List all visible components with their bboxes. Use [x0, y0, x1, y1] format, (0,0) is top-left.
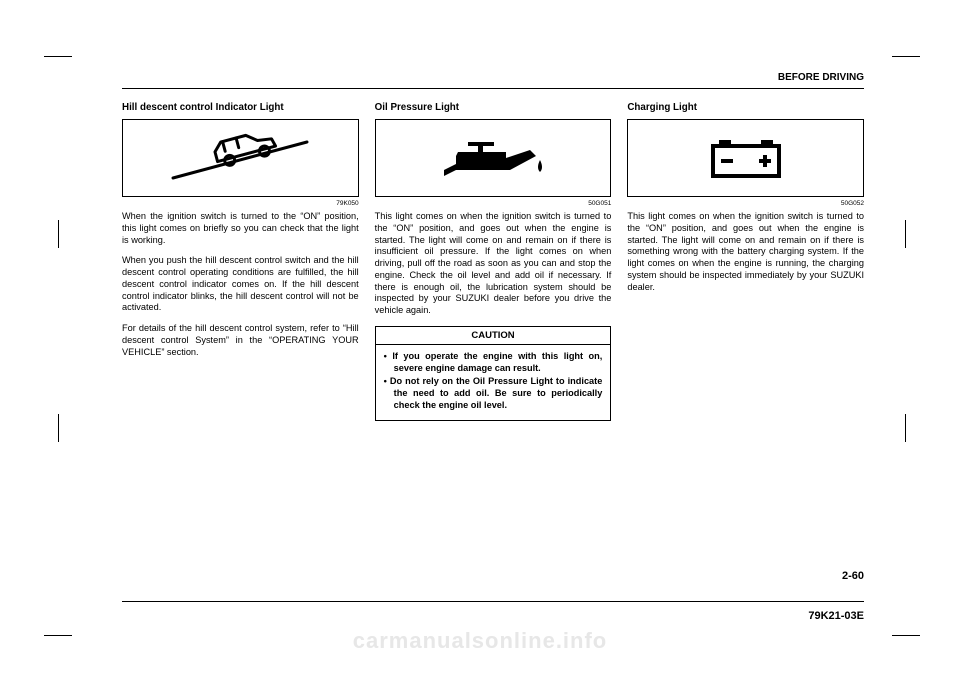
col1-p3: For details of the hill descent control …	[122, 323, 359, 358]
col2-figref: 50G051	[375, 200, 612, 207]
hill-descent-icon	[165, 128, 315, 188]
oil-can-icon	[418, 128, 568, 188]
col3-p1: This light comes on when the ignition sw…	[627, 211, 864, 293]
charging-icon-box	[627, 119, 864, 197]
content-columns: Hill descent control Indicator Light 79K…	[122, 102, 864, 421]
caution-body: If you operate the engine with this ligh…	[376, 345, 611, 420]
col3-figref: 50G052	[627, 200, 864, 207]
doc-code: 79K21-03E	[808, 610, 864, 622]
watermark: carmanualsonline.info	[353, 628, 608, 654]
caution-box: CAUTION If you operate the engine with t…	[375, 326, 612, 421]
col1-p2: When you push the hill descent control s…	[122, 255, 359, 314]
col1-title: Hill descent control Indicator Light	[122, 102, 359, 113]
col3-title: Charging Light	[627, 102, 864, 113]
col1-p1: When the ignition switch is turned to th…	[122, 211, 359, 246]
page-number: 2-60	[842, 570, 864, 582]
hill-descent-icon-box	[122, 119, 359, 197]
section-header: BEFORE DRIVING	[778, 72, 864, 83]
caution-title: CAUTION	[376, 327, 611, 345]
rule-bottom	[122, 601, 864, 602]
caution-bullet-2: Do not rely on the Oil Pressure Light to…	[384, 376, 603, 411]
battery-icon	[671, 128, 821, 188]
column-hill-descent: Hill descent control Indicator Light 79K…	[122, 102, 359, 421]
oil-pressure-icon-box	[375, 119, 612, 197]
rule-top	[122, 88, 864, 89]
col2-title: Oil Pressure Light	[375, 102, 612, 113]
column-oil-pressure: Oil Pressure Light 50G051 This light com…	[375, 102, 612, 421]
column-charging: Charging Light 50G052 This light comes o…	[627, 102, 864, 421]
caution-bullet-1: If you operate the engine with this ligh…	[384, 351, 603, 375]
col2-p1: This light comes on when the ignition sw…	[375, 211, 612, 317]
col1-figref: 79K050	[122, 200, 359, 207]
